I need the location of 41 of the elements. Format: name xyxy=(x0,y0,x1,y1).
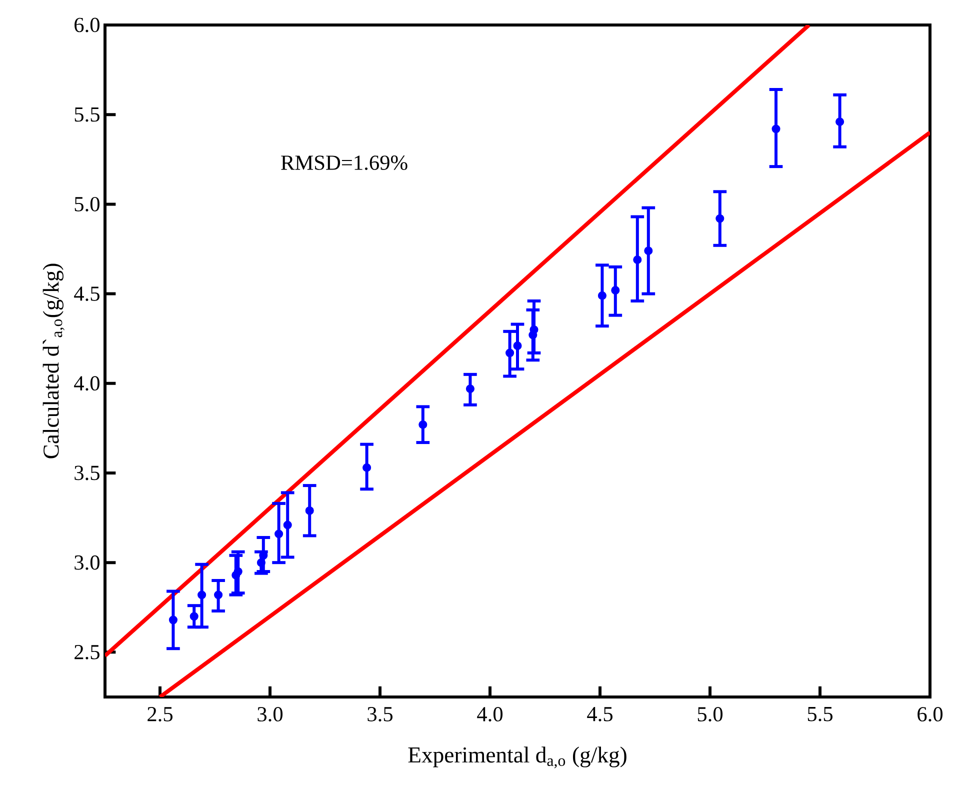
x-tick-label: 6.0 xyxy=(918,707,943,722)
point xyxy=(633,255,642,264)
x-tick-label: 5.5 xyxy=(808,707,832,722)
point xyxy=(305,506,314,515)
point xyxy=(168,616,178,624)
y-tick-label: 3.5 xyxy=(74,466,100,480)
point xyxy=(611,286,620,294)
y-tick-label: 4.0 xyxy=(74,376,100,391)
point xyxy=(418,420,428,429)
point xyxy=(283,520,292,530)
point xyxy=(234,567,242,576)
point xyxy=(836,117,844,126)
point xyxy=(716,214,724,223)
point xyxy=(466,384,474,394)
y-tick-label: 2.5 xyxy=(74,644,100,660)
point xyxy=(198,590,206,600)
y-tick-label: 5.5 xyxy=(74,107,100,122)
y-tick-label: 3.0 xyxy=(74,555,100,570)
y-tick-label: 4.5 xyxy=(74,286,100,301)
point xyxy=(190,612,198,621)
x-tick-label: 5.0 xyxy=(698,707,723,722)
point xyxy=(362,463,372,472)
x-tick-label: 3.5 xyxy=(368,707,392,722)
point xyxy=(506,348,514,358)
x-tick-label: 2.5 xyxy=(148,707,172,722)
point xyxy=(214,590,223,600)
annotation: RMSD=1.69% xyxy=(281,156,408,170)
y-axis-title: Calculated d`$_{a,o}$(g/kg) xyxy=(42,264,64,458)
point xyxy=(530,325,538,334)
point xyxy=(598,291,606,300)
point xyxy=(644,246,653,256)
point xyxy=(772,124,780,134)
point xyxy=(274,530,284,538)
x-axis-title: Experimental d$_{a,o}$ (g/kg) xyxy=(408,746,626,768)
y-tick-label: 6.0 xyxy=(74,18,100,32)
x-tick-label: 4.0 xyxy=(477,707,503,722)
x-tick-label: 4.5 xyxy=(587,707,612,722)
point xyxy=(256,558,266,567)
y-tick-label: 5.0 xyxy=(74,196,100,212)
point xyxy=(513,341,522,350)
x-tick-label: 3.0 xyxy=(258,707,283,722)
